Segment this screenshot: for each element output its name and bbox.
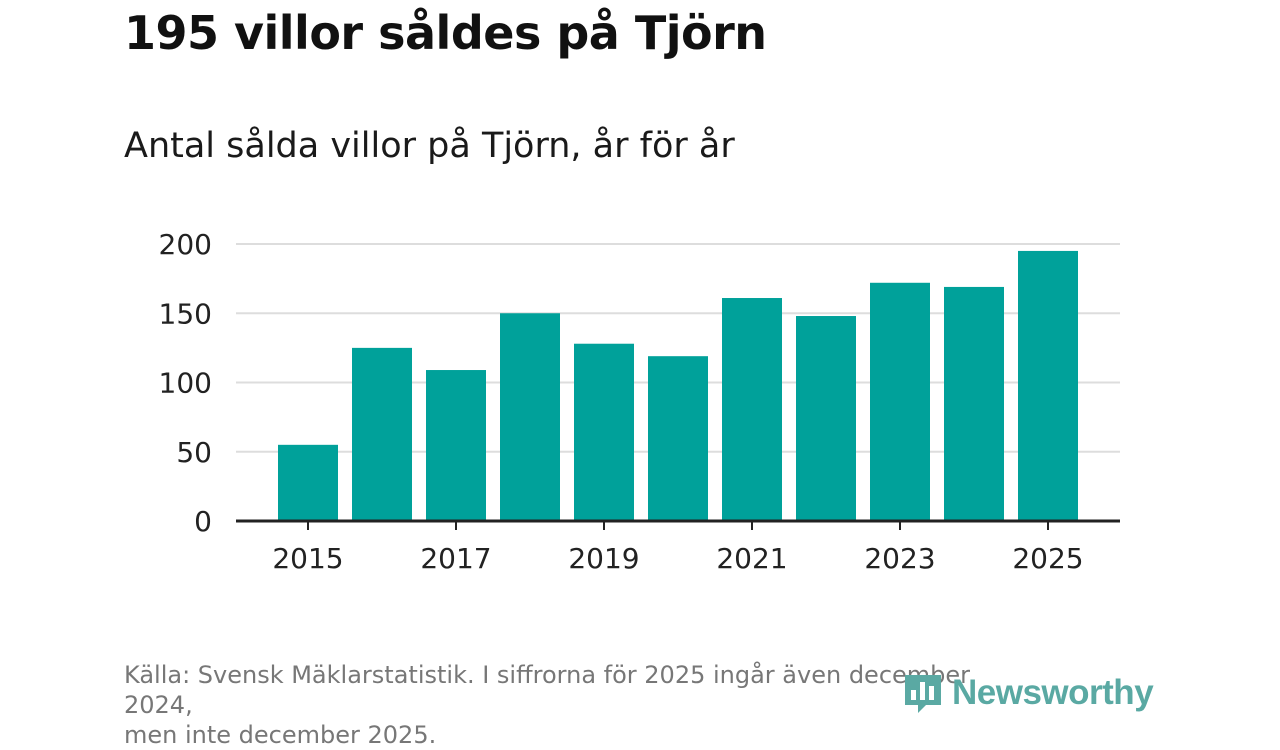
y-tick-label: 50 bbox=[176, 436, 212, 469]
logo-text: Newsworthy bbox=[952, 673, 1154, 712]
y-tick-label: 150 bbox=[159, 297, 212, 330]
bar-2025 bbox=[1018, 250, 1078, 522]
x-tick-label: 2023 bbox=[864, 542, 935, 575]
bar-2020 bbox=[648, 356, 708, 521]
bar-chart-logo-icon bbox=[905, 675, 941, 713]
y-tick-label: 0 bbox=[194, 505, 212, 538]
bar-2016 bbox=[352, 347, 412, 521]
newsworthy-logo: Newsworthy bbox=[902, 670, 1154, 716]
bar-2024 bbox=[944, 286, 1004, 521]
bar-chart: 0 50 100 150 200 2015 2017 2019 2021 2023 2025 bbox=[159, 228, 1120, 575]
axes: 0 50 100 150 200 2015 2017 2019 2021 2023 2025 bbox=[159, 228, 1120, 575]
x-tick-label: 2025 bbox=[1012, 542, 1083, 575]
page-title: 195 villor såldes på Tjörn bbox=[124, 6, 767, 60]
bar-2019 bbox=[574, 343, 634, 521]
source-line-2: men inte december 2025. bbox=[124, 721, 437, 749]
bar-2021 bbox=[722, 298, 782, 521]
bar-2023 bbox=[870, 282, 930, 521]
x-tick-label: 2017 bbox=[420, 542, 491, 575]
source-note: Källa: Svensk Mäklarstatistik. I siffror… bbox=[124, 660, 984, 750]
bar-2018 bbox=[500, 313, 560, 521]
y-tick-label: 200 bbox=[159, 228, 212, 261]
chart-title: Antal sålda villor på Tjörn, år för år bbox=[124, 126, 735, 166]
bar-2022 bbox=[796, 316, 856, 521]
y-tick-label: 100 bbox=[159, 367, 212, 400]
x-tick-label: 2015 bbox=[272, 542, 343, 575]
bars bbox=[278, 250, 1078, 522]
source-line-1: Källa: Svensk Mäklarstatistik. I siffror… bbox=[124, 661, 971, 719]
bar-2017 bbox=[426, 370, 486, 521]
x-tick-label: 2021 bbox=[716, 542, 787, 575]
x-tick-label: 2019 bbox=[568, 542, 639, 575]
bar-2015 bbox=[278, 444, 338, 521]
